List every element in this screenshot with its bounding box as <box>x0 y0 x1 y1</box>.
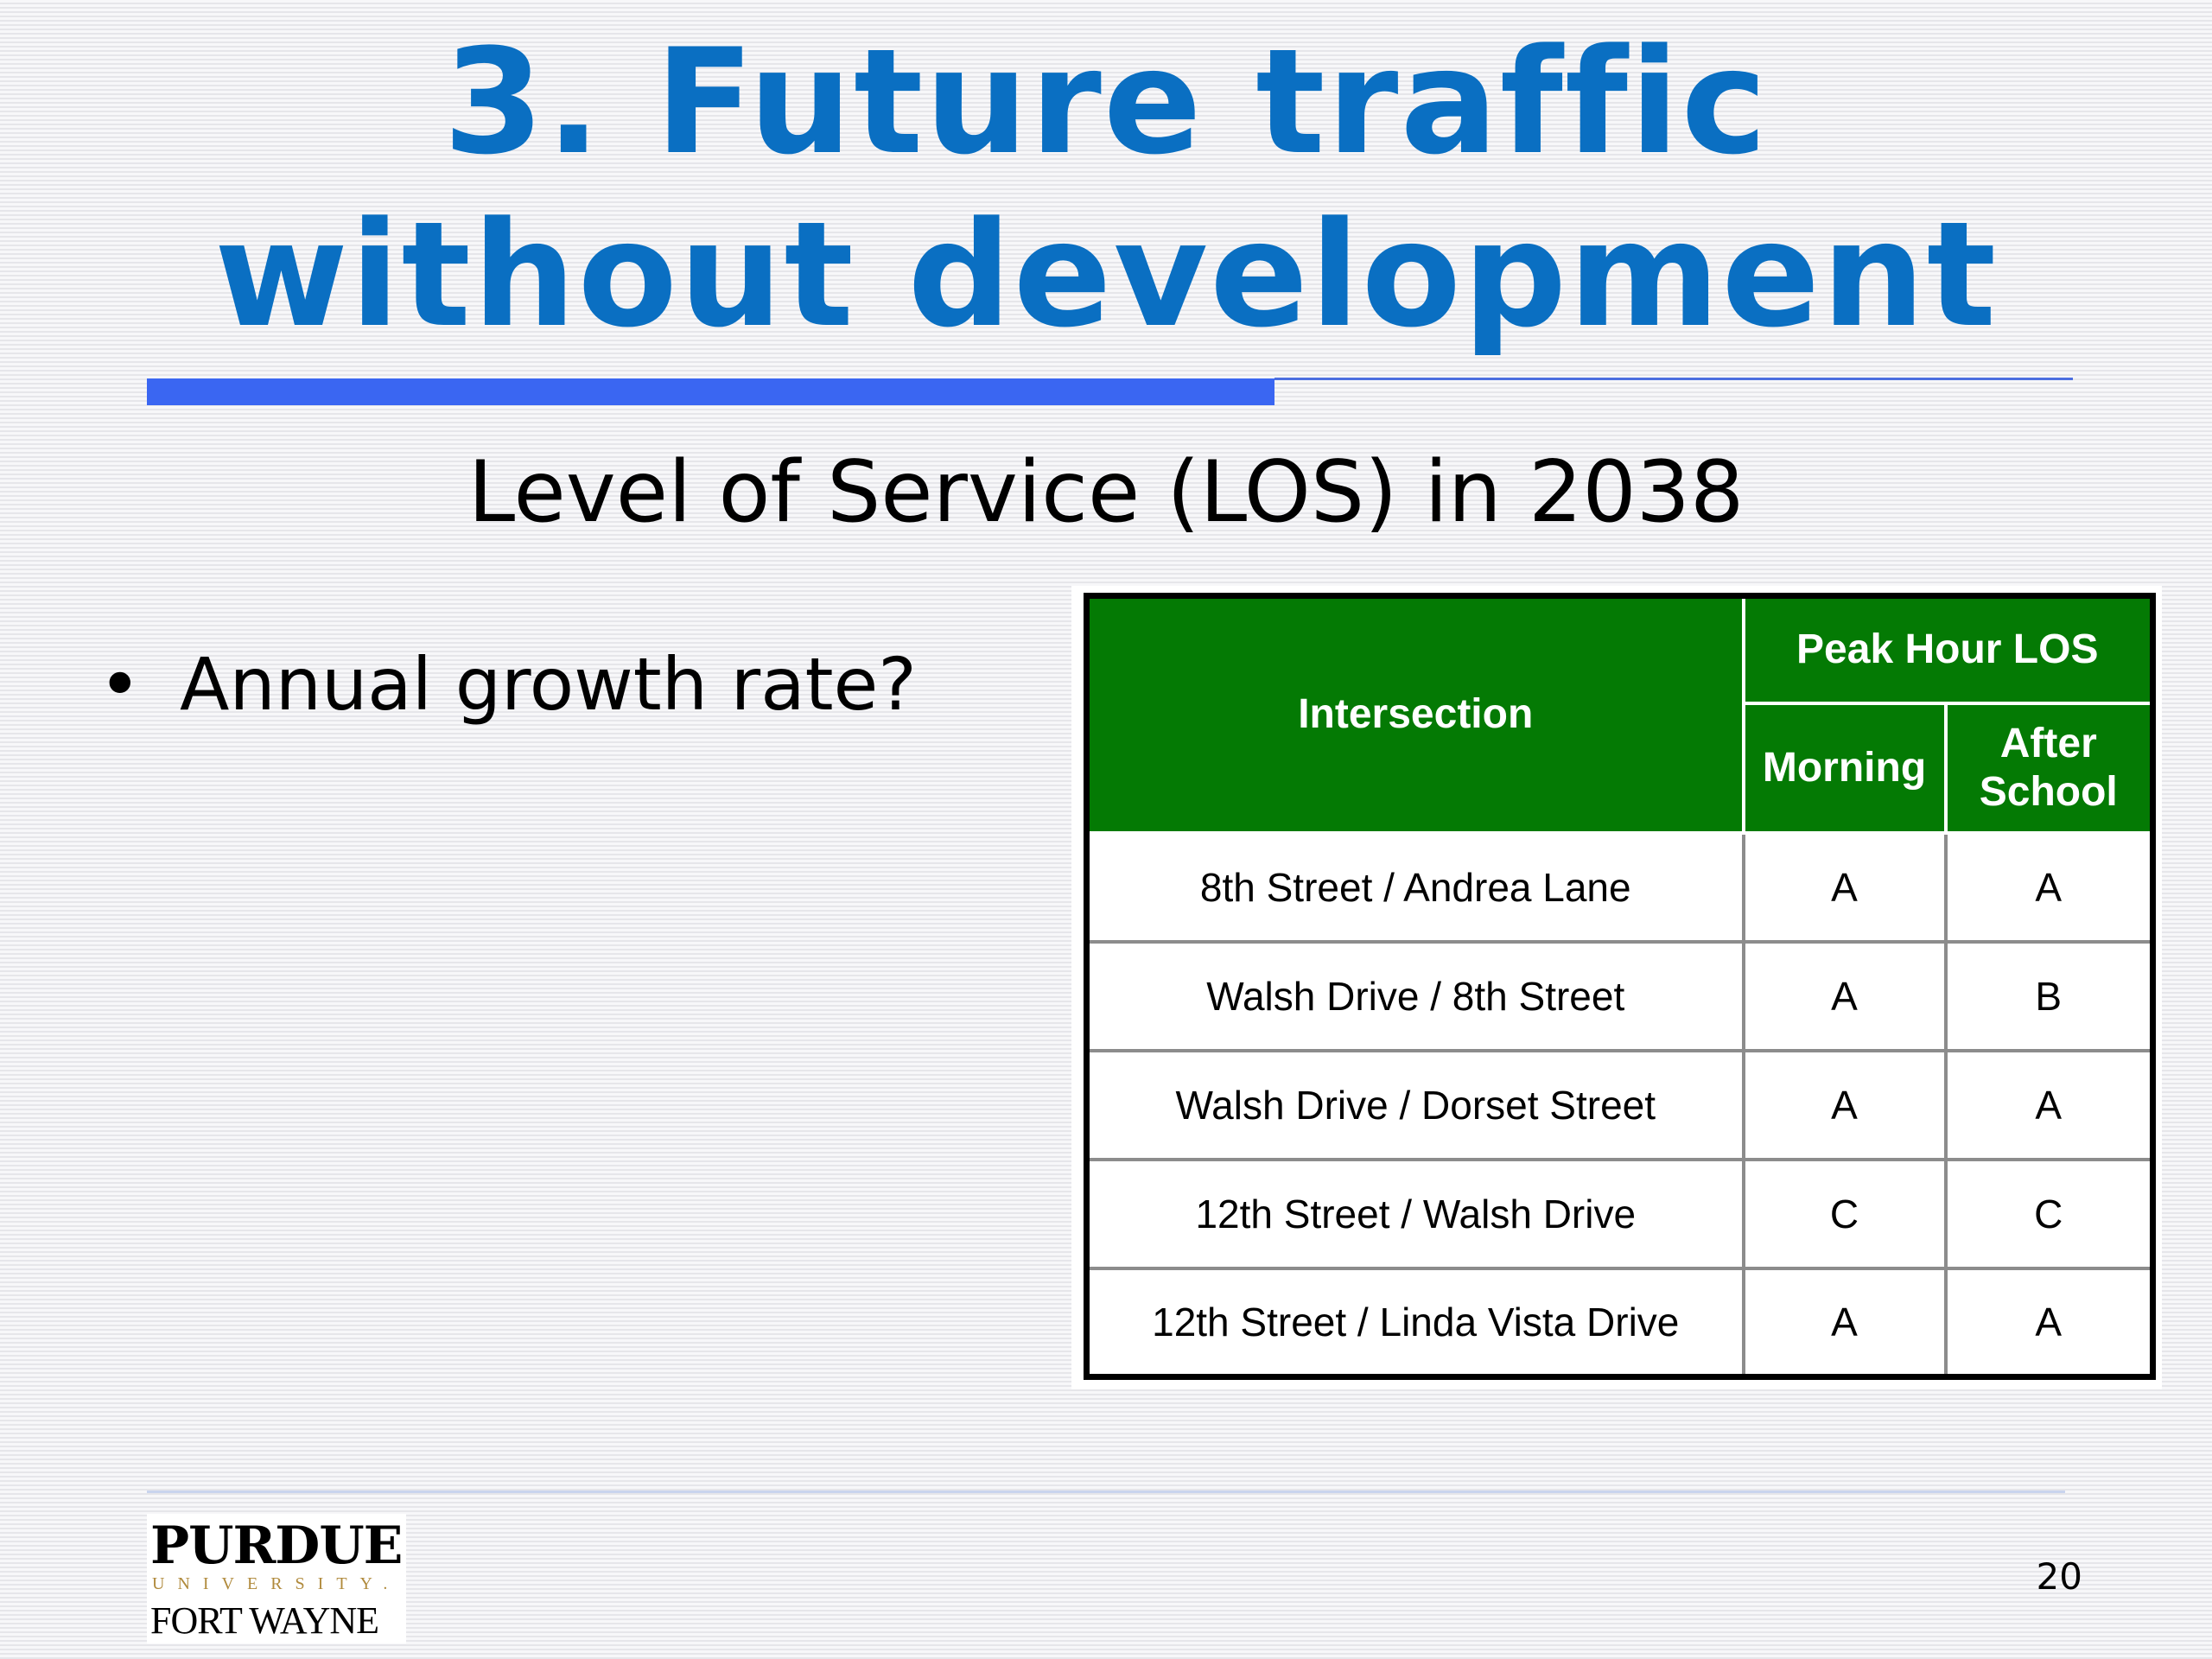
bullet-dot-icon: • <box>99 642 142 727</box>
cell-intersection: 8th Street / Andrea Lane <box>1084 830 1745 944</box>
los-table: Intersection Peak Hour LOS Morning After… <box>1084 593 2156 1380</box>
table-subheader-row: Morning After School <box>1087 701 2155 835</box>
title-underline-thin <box>1274 378 2073 380</box>
table-row: 12th Street / Linda Vista Drive A A <box>1084 1266 2155 1379</box>
cell-after-school-los: A <box>1943 1266 2155 1379</box>
bullet-list: • Annual growth rate? <box>86 636 917 733</box>
footer-divider <box>147 1491 2065 1493</box>
logo-wordmark-fort-wayne: FORT WAYNE <box>150 1599 379 1642</box>
cell-after-school-los: B <box>1943 939 2155 1052</box>
cell-morning-los: A <box>1741 1048 1948 1161</box>
header-morning: Morning <box>1741 701 1948 835</box>
cell-intersection: Walsh Drive / Dorset Street <box>1084 1048 1745 1161</box>
table-row: 8th Street / Andrea Lane A A <box>1084 830 2155 944</box>
los-table-container: Intersection Peak Hour LOS Morning After… <box>1071 586 2162 1389</box>
slide-title: 3. Future traffic without development <box>0 16 2212 361</box>
cell-after-school-los: A <box>1943 830 2155 944</box>
table-header-row: Intersection Peak Hour LOS <box>1084 594 2155 835</box>
header-peak-hour-los: Peak Hour LOS <box>1741 594 2155 705</box>
bullet-item: • Annual growth rate? <box>86 636 917 733</box>
cell-after-school-los: C <box>1943 1157 2155 1270</box>
cell-morning-los: A <box>1741 830 1948 944</box>
cell-intersection: 12th Street / Linda Vista Drive <box>1084 1266 1745 1379</box>
logo-wordmark-university: UNIVERSITY. <box>152 1574 401 1593</box>
cell-morning-los: C <box>1741 1157 1948 1270</box>
cell-intersection: Walsh Drive / 8th Street <box>1084 939 1745 1052</box>
table-row: Walsh Drive / Dorset Street A A <box>1084 1048 2155 1161</box>
header-intersection: Intersection <box>1084 594 1745 835</box>
slide-subtitle: Level of Service (LOS) in 2038 <box>467 443 1745 542</box>
table-row: Walsh Drive / 8th Street A B <box>1084 939 2155 1052</box>
header-after-school-line-2: School <box>1979 768 2118 815</box>
cell-intersection: 12th Street / Walsh Drive <box>1084 1157 1745 1270</box>
page-number: 20 <box>2036 1555 2082 1598</box>
cell-after-school-los: A <box>1943 1048 2155 1161</box>
cell-morning-los: A <box>1741 1266 1948 1379</box>
header-after-school: After School <box>1943 701 2155 835</box>
title-underline-thick <box>147 378 1274 405</box>
logo-wordmark-purdue: PURDUE <box>150 1516 403 1576</box>
purdue-fort-wayne-logo: PURDUE UNIVERSITY. FORT WAYNE <box>147 1514 406 1643</box>
slide-title-line-1: 3. Future traffic <box>442 17 1770 187</box>
cell-morning-los: A <box>1741 939 1948 1052</box>
header-after-school-line-1: After <box>1999 720 2097 766</box>
table-row: 12th Street / Walsh Drive C C <box>1084 1157 2155 1270</box>
bullet-text: Annual growth rate? <box>180 642 917 727</box>
slide-title-line-2: without development <box>213 190 1999 359</box>
